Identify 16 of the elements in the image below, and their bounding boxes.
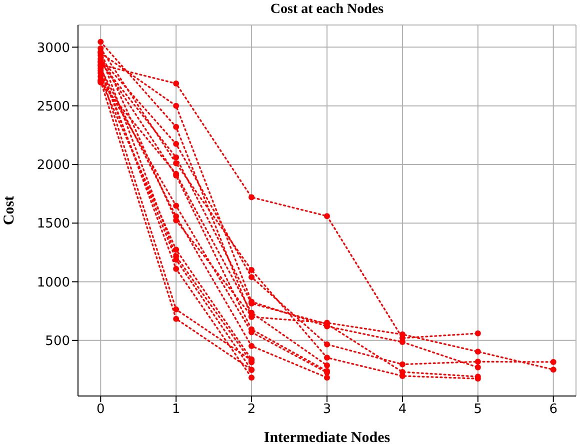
y-tick-label: 2000 <box>36 158 70 174</box>
y-tick-label: 3000 <box>36 40 70 56</box>
x-tick-label: 5 <box>474 402 482 418</box>
x-tick-label: 0 <box>96 402 105 418</box>
x-tick-label: 6 <box>549 402 558 418</box>
y-tick-label: 1500 <box>36 216 70 232</box>
y-axis-title: Cost <box>1 196 18 226</box>
y-tick-label: 1000 <box>36 275 70 290</box>
chart-title: Cost at each Nodes <box>269 2 385 18</box>
x-tick-label: 1 <box>172 402 180 418</box>
x-tick-label: 3 <box>322 402 332 418</box>
x-tick-label: 2 <box>247 402 256 418</box>
x-tick-label: 4 <box>398 402 407 418</box>
y-tick-label: 500 <box>45 334 70 350</box>
x-axis-title: Intermediate Nodes <box>264 430 390 444</box>
y-tick-label: 2500 <box>36 99 70 114</box>
